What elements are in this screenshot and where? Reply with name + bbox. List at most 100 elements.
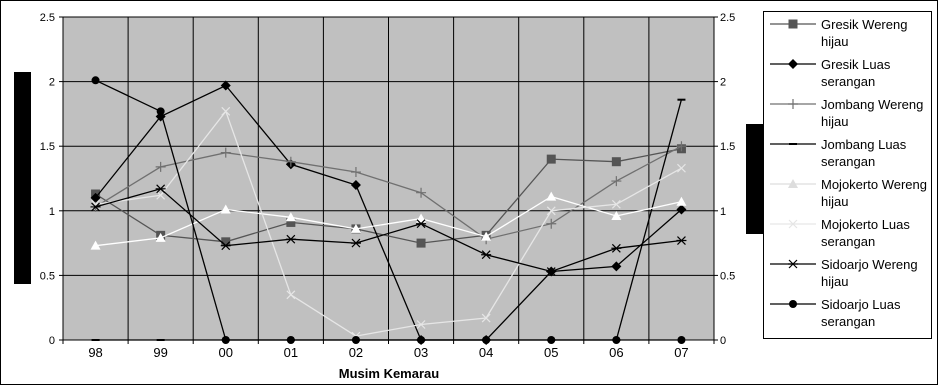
data-point: [546, 218, 557, 229]
data-point: [90, 202, 101, 212]
series-line: [94, 84, 682, 341]
legend-label: Mojokerto Wereng hijau: [821, 177, 927, 209]
data-point: [91, 76, 100, 85]
legend-item: Gresik Luas serangan: [764, 55, 933, 95]
right-black-bar: [746, 124, 763, 234]
data-point: [220, 204, 231, 214]
x-tick-label: 05: [544, 345, 558, 360]
data-point: [90, 240, 101, 250]
data-point: [286, 336, 295, 344]
data-point: [546, 206, 556, 216]
legend-swatch: [770, 59, 816, 69]
x-tick-label: 00: [219, 345, 233, 360]
y2-tick-label: 2: [720, 77, 726, 89]
data-point: [350, 223, 361, 233]
legend-label: Gresik Luas serangan: [821, 57, 891, 89]
data-point: [611, 199, 621, 209]
series-line: [95, 188, 682, 273]
y-tick-label: 1.5: [40, 141, 55, 153]
data-point: [677, 163, 686, 173]
series-line: [95, 109, 682, 337]
y2-tick-label: 0.5: [720, 270, 735, 282]
data-point: [546, 267, 557, 276]
data-point: [611, 243, 622, 253]
legend-swatch: [770, 219, 816, 229]
legend-label: Mojokerto Luas serangan: [821, 217, 910, 249]
series-8: [91, 76, 686, 344]
data-point: [285, 212, 296, 222]
y2-tick-label: 1: [720, 206, 726, 218]
data-point: [155, 184, 166, 194]
y-tick-label: 1: [49, 206, 55, 218]
series-layer: [90, 76, 687, 345]
data-point: [611, 261, 622, 272]
data-point: [416, 187, 427, 198]
x-tick-label: 01: [284, 345, 298, 360]
y2-tick-label: 2.5: [720, 12, 735, 24]
data-point: [547, 336, 556, 344]
legend-swatch: [770, 19, 816, 29]
x-tick-label: 07: [674, 345, 688, 360]
legend-item: Mojokerto Luas serangan: [764, 215, 933, 255]
data-point: [350, 179, 361, 190]
data-point: [221, 237, 231, 247]
legend-item: Jombang Wereng hijau: [764, 95, 933, 135]
data-point: [220, 241, 231, 251]
data-point: [676, 236, 687, 245]
legend-item: Sidoarjo Wereng hijau: [764, 255, 933, 295]
legend-swatch-marker: [788, 99, 798, 109]
legend-label: Sidoarjo Luas serangan: [821, 297, 901, 329]
data-point: [285, 234, 296, 244]
data-point: [285, 156, 296, 167]
y-tick-label: 2: [49, 77, 55, 89]
x-axis-label: Musim Kemarau: [339, 366, 439, 381]
legend-swatch: [770, 143, 816, 145]
x-tick-label: 04: [479, 345, 493, 360]
data-point: [416, 213, 427, 223]
data-point: [220, 147, 231, 158]
data-point: [481, 231, 492, 241]
data-point: [611, 176, 622, 187]
data-point: [612, 336, 621, 344]
legend-swatch: [770, 259, 816, 269]
y-tick-label: 0.5: [40, 270, 55, 282]
data-point: [350, 167, 361, 178]
series-3: [90, 141, 687, 245]
data-point: [351, 336, 360, 344]
series-7: [90, 184, 687, 276]
data-point: [155, 161, 166, 172]
data-point: [417, 336, 426, 344]
legend-item: Jombang Luas serangan: [764, 135, 933, 175]
legend-item: Mojokerto Wereng hijau: [764, 175, 933, 215]
legend-swatch: [770, 179, 816, 188]
data-point: [481, 250, 492, 260]
data-point: [676, 196, 687, 206]
data-point: [156, 107, 165, 116]
series-line: [95, 145, 682, 240]
series-line: [95, 79, 682, 341]
data-point: [611, 210, 622, 220]
data-point: [611, 157, 621, 167]
legend-item: Sidoarjo Luas serangan: [764, 295, 933, 335]
series-line: [95, 148, 682, 244]
y-tick-label: 2.5: [40, 12, 55, 24]
x-tick-label: 02: [349, 345, 363, 360]
data-point: [546, 191, 557, 201]
legend-swatch: [770, 99, 816, 109]
legend-swatch-marker: [789, 300, 797, 308]
data-point: [155, 232, 166, 242]
axes: 0 00.5 0.51 11.5 1.52 22.5 2.598 99 00 01 02 03 04 05…: [40, 12, 736, 360]
data-point: [677, 336, 686, 344]
data-point: [482, 336, 491, 344]
legend-label: Jombang Luas serangan: [821, 137, 907, 169]
series-6: [91, 106, 686, 341]
legend-label: Jombang Wereng hijau: [821, 97, 924, 129]
legend-label: Sidoarjo Wereng hijau: [821, 257, 918, 289]
legend-swatch-marker: [788, 219, 798, 229]
legend-swatch-marker: [788, 179, 798, 188]
y2-tick-label: 1.5: [720, 141, 735, 153]
data-point: [156, 190, 166, 200]
data-point: [546, 154, 556, 164]
left-black-bar: [14, 72, 31, 284]
data-point: [350, 238, 361, 248]
